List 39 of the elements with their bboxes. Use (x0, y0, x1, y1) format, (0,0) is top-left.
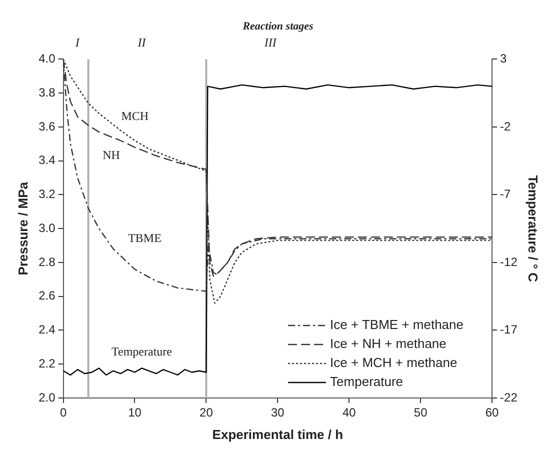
y-axis-title: Pressure / MPa (15, 181, 30, 276)
y-tick-label: 2.0 (38, 390, 56, 404)
legend-label: Ice + TBME + methane (330, 317, 464, 332)
annotation: Temperature (112, 344, 172, 358)
y-tick-label: 3.8 (38, 85, 56, 100)
y2-tick-label: -7 (500, 187, 512, 202)
chart-title: Reaction stages (242, 20, 314, 32)
y-tick-label: 3.0 (38, 220, 56, 235)
legend-label: Ice + MCH + methane (330, 355, 458, 370)
y-tick-label: 2.6 (38, 288, 56, 303)
x-tick-label: 0 (60, 406, 67, 420)
x-tick-label: 40 (342, 406, 356, 420)
text: II (136, 36, 147, 50)
y2-axis-title: Temperature / ° C (526, 175, 541, 283)
x-axis-title: Experimental time / h (212, 426, 344, 442)
y2-tick-label: -22 (500, 390, 518, 404)
annotation: MCH (121, 108, 149, 123)
annotation: TBME (128, 230, 162, 245)
y2-tick-label: -12 (500, 254, 518, 269)
legend-label: Ice + NH + methane (330, 336, 446, 352)
y-tick-label: 3.6 (38, 119, 56, 134)
text: I (74, 36, 80, 50)
x-tick-label: 50 (414, 406, 428, 420)
annotation: NH (102, 148, 120, 162)
x-tick-label: 10 (128, 406, 142, 420)
legend-label: Temperature (330, 374, 404, 390)
y-tick-label: 2.8 (38, 254, 56, 269)
text: III (263, 36, 278, 50)
x-tick-label: 30 (270, 406, 285, 420)
y-tick-label: 3.2 (38, 187, 56, 202)
y-tick-label: 3.4 (38, 153, 56, 168)
x-tick-label: 60 (485, 406, 500, 420)
y2-tick-label: -17 (500, 322, 518, 337)
x-tick-label: 20 (200, 406, 214, 420)
y-tick-label: 4.0 (38, 52, 56, 66)
y-tick-label: 2.4 (38, 322, 56, 337)
y2-tick-label: 3 (500, 52, 508, 66)
y2-tick-label: -2 (500, 119, 512, 134)
y-tick-label: 2.2 (38, 356, 56, 370)
